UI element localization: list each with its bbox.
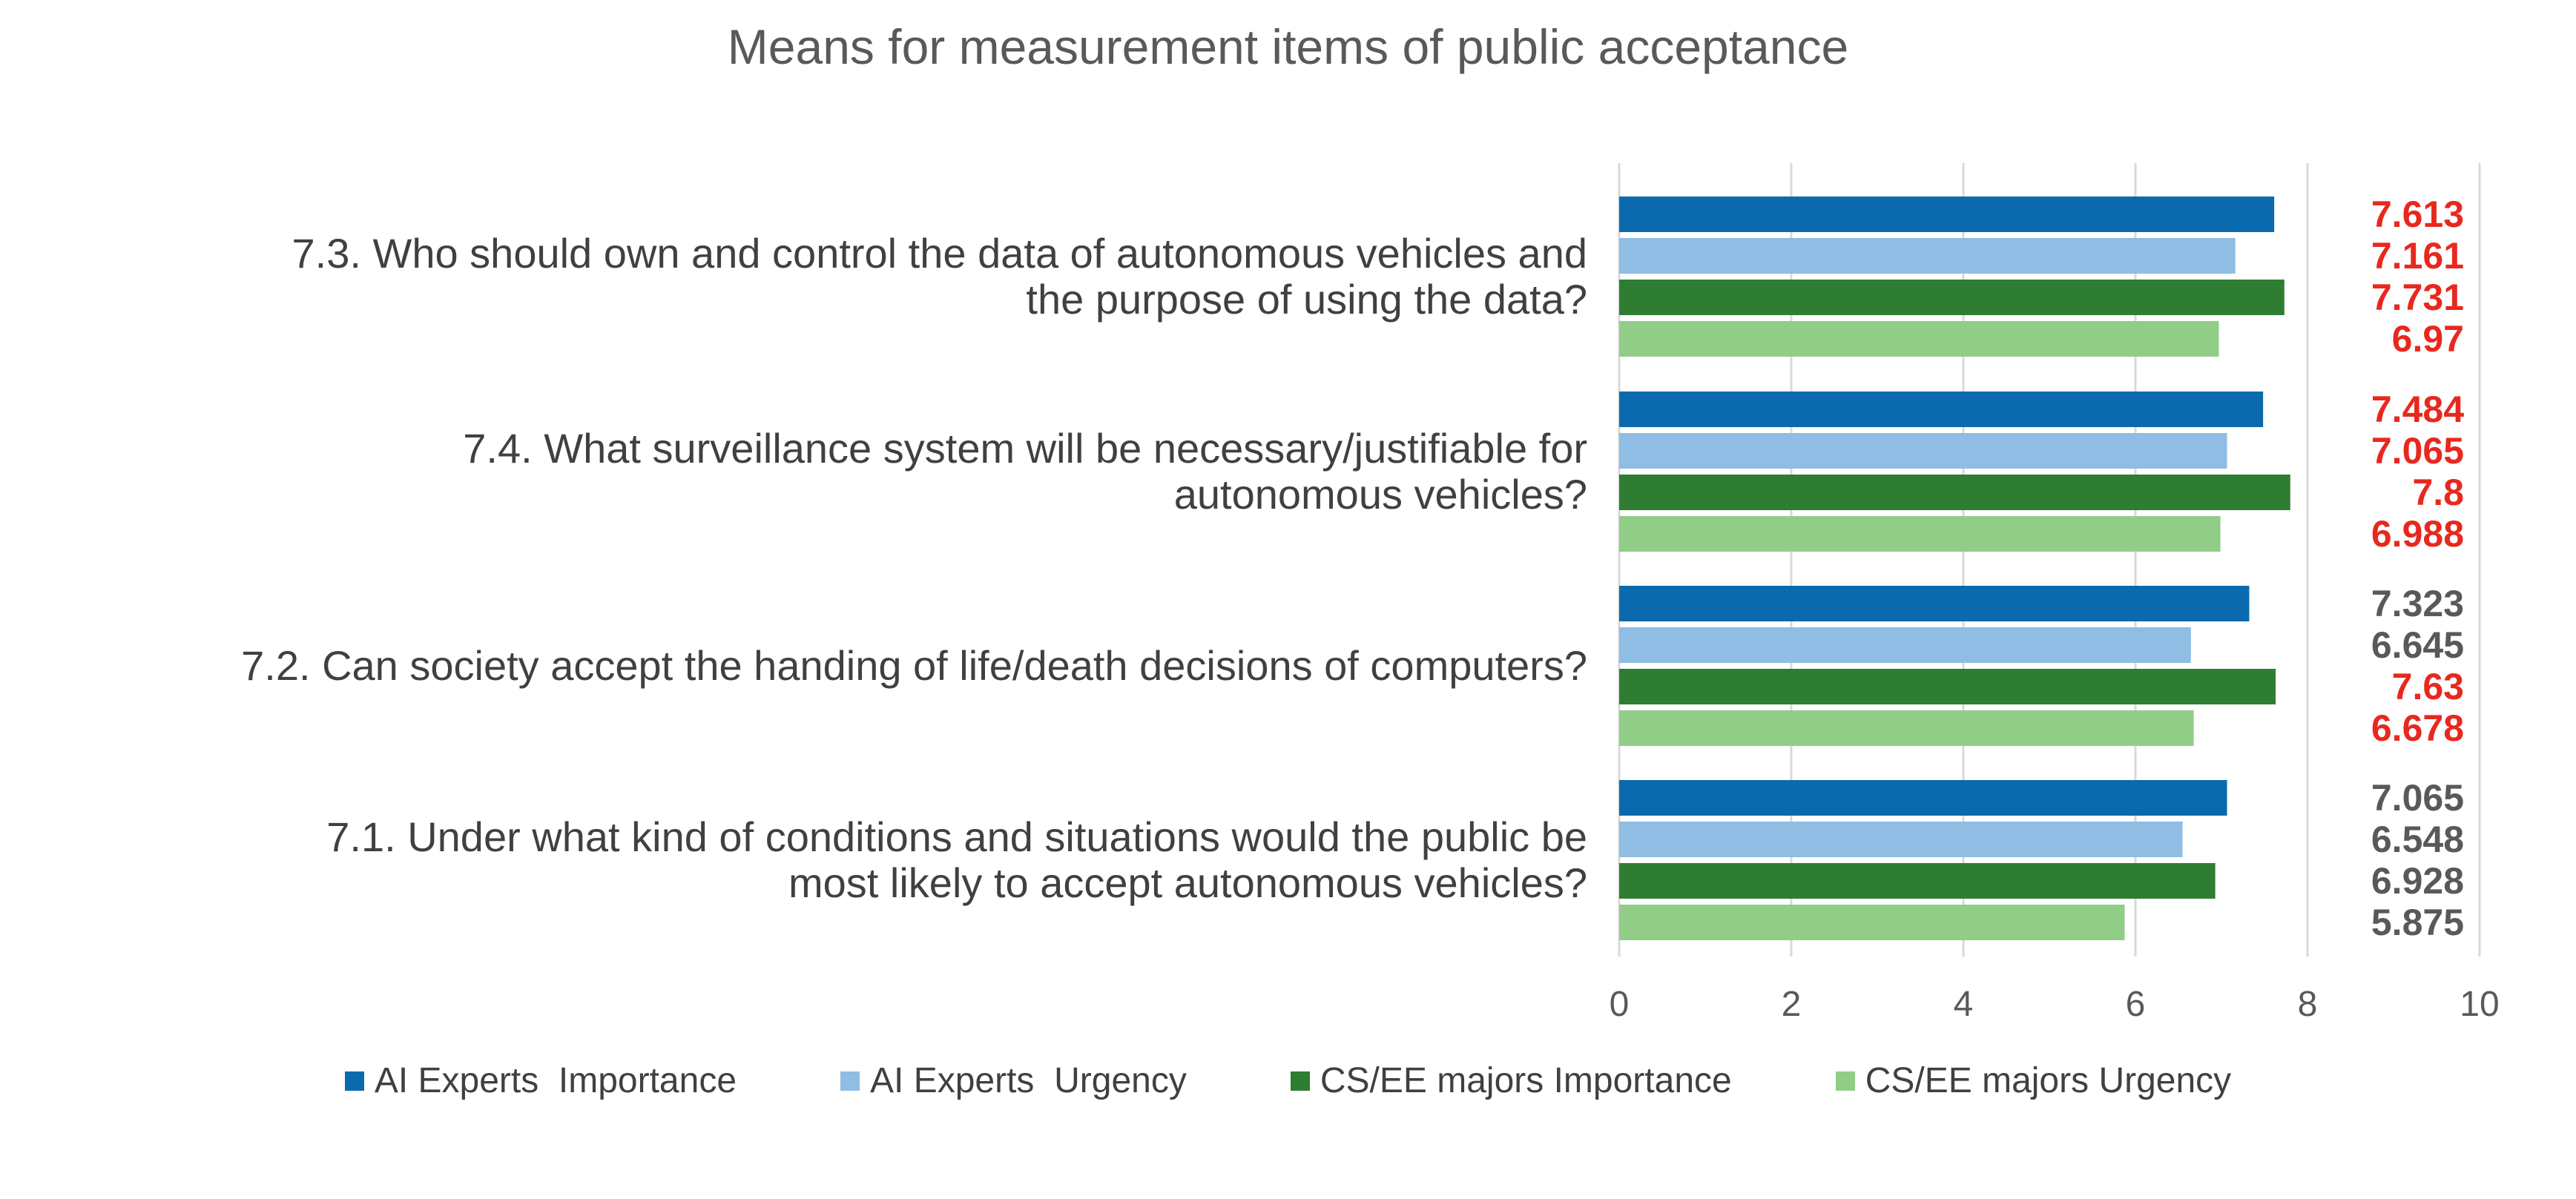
data-label: 6.548 <box>2371 819 2464 860</box>
legend-swatch-cs-ee-urgency <box>1835 1071 1855 1091</box>
data-label: 7.8 <box>2412 472 2464 513</box>
legend-label: CS/EE majors Urgency <box>1865 1061 2232 1100</box>
data-label: 6.678 <box>2371 707 2464 749</box>
category-label: 7.2. Can society accept the handing of l… <box>241 642 1587 689</box>
legend-label: CS/EE majors Importance <box>1320 1061 1732 1100</box>
bar <box>1619 627 2191 663</box>
data-label: 7.323 <box>2371 583 2464 624</box>
data-label: 7.065 <box>2371 777 2464 819</box>
data-label: 6.988 <box>2371 513 2464 555</box>
legend-label: AI Experts Urgency <box>870 1061 1187 1100</box>
legend-item-cs-ee-importance: CS/EE majors Importance <box>1290 1060 1732 1101</box>
bar <box>1619 516 2221 552</box>
x-tick-label: 0 <box>1610 985 1630 1024</box>
data-label: 6.97 <box>2392 318 2464 360</box>
bar <box>1619 280 2285 315</box>
bar <box>1619 863 2216 899</box>
data-label: 6.928 <box>2371 860 2464 902</box>
x-tick-label: 10 <box>2460 985 2499 1024</box>
legend-swatch-cs-ee-importance <box>1290 1071 1310 1091</box>
bar <box>1619 710 2194 746</box>
category-label: 7.1. Under what kind of conditions and s… <box>326 813 1587 860</box>
category-label: autonomous vehicles? <box>1174 471 1587 518</box>
bar <box>1619 669 2276 704</box>
data-label: 7.613 <box>2371 194 2464 235</box>
legend-item-ai-experts-importance: AI Experts Importance <box>344 1060 737 1101</box>
category-label: most likely to accept autonomous vehicle… <box>788 859 1587 906</box>
bar <box>1619 196 2275 232</box>
data-label: 7.731 <box>2371 277 2464 318</box>
x-tick-label: 2 <box>1782 985 1802 1024</box>
category-label: 7.3. Who should own and control the data… <box>292 230 1587 277</box>
category-label: the purpose of using the data? <box>1026 276 1587 323</box>
legend-label: AI Experts Importance <box>374 1061 737 1100</box>
bar <box>1619 392 2264 427</box>
data-label: 6.645 <box>2371 624 2464 666</box>
data-label: 7.065 <box>2371 430 2464 472</box>
bar <box>1619 433 2227 469</box>
bar <box>1619 321 2219 357</box>
data-label: 7.484 <box>2371 389 2464 430</box>
bar <box>1619 586 2250 621</box>
legend-swatch-ai-experts-urgency <box>840 1071 860 1091</box>
bar <box>1619 238 2236 274</box>
bar <box>1619 905 2125 940</box>
category-label: 7.4. What surveillance system will be ne… <box>463 425 1587 472</box>
data-label: 7.63 <box>2392 666 2464 707</box>
x-tick-label: 4 <box>1954 985 1974 1024</box>
x-tick-label: 8 <box>2298 985 2318 1024</box>
x-tick-label: 6 <box>2126 985 2146 1024</box>
bar <box>1619 822 2183 857</box>
bar <box>1619 780 2227 816</box>
legend: AI Experts Importance AI Experts Urgency… <box>0 1060 2576 1101</box>
bar <box>1619 475 2290 510</box>
data-label: 7.161 <box>2371 235 2464 277</box>
data-label: 5.875 <box>2371 902 2464 943</box>
legend-item-cs-ee-urgency: CS/EE majors Urgency <box>1835 1060 2232 1101</box>
chart-title: Means for measurement items of public ac… <box>727 19 1849 74</box>
legend-swatch-ai-experts-importance <box>344 1071 364 1091</box>
legend-item-ai-experts-urgency: AI Experts Urgency <box>840 1060 1187 1101</box>
